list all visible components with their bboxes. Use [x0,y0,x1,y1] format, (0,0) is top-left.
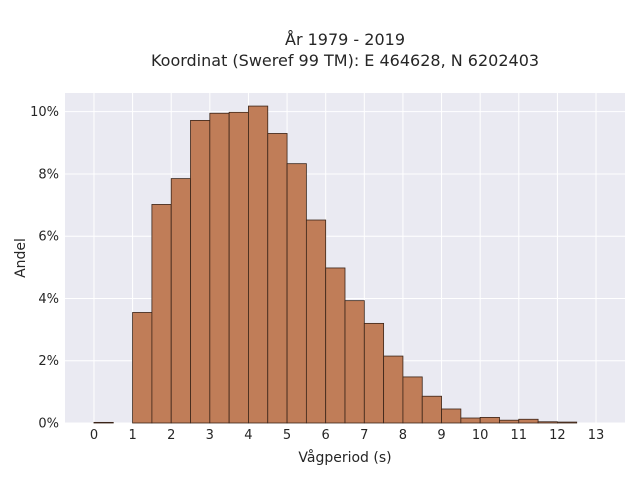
y-tick-label: 10% [30,105,59,120]
y-tick-label: 8% [38,167,59,182]
histogram-bar [209,112,230,424]
x-tick-label: 12 [549,428,566,443]
y-tick-label: 2% [38,354,59,369]
x-tick-label: 6 [322,428,330,443]
histogram-bar [557,421,578,424]
x-tick-label: 11 [511,428,528,443]
x-tick-label: 0 [90,428,98,443]
x-tick-label: 2 [167,428,175,443]
x-tick-label: 9 [437,428,445,443]
y-tick-label: 6% [38,230,59,245]
y-tick-label: 0% [38,417,59,432]
histogram-bar [479,416,500,424]
histogram-bar [170,178,191,424]
histogram-bar [537,421,558,424]
x-tick-label: 7 [360,428,368,443]
y-tick-label: 4% [38,292,59,307]
histogram-bar [305,219,327,424]
x-tick-label: 5 [283,428,291,443]
histogram-bar [228,111,249,424]
x-tick-label: 1 [128,428,136,443]
histogram-bar [421,395,442,424]
x-tick-label: 3 [206,428,214,443]
x-tick-label: 13 [588,428,605,443]
histogram-bar [248,105,269,424]
x-axis-label: Vågperiod (s) [298,449,391,466]
histogram-bar [441,408,462,424]
x-tick-label: 8 [399,428,407,443]
histogram-bar [151,204,172,424]
y-axis-ticks: 0% 2% 4% 6% 8% 10% [30,105,59,431]
y-axis-label: Andel [13,238,29,278]
histogram-bar [499,419,520,424]
histogram-bar [325,267,346,424]
histogram-bar [518,418,539,424]
bars [93,105,578,424]
histogram-bar [344,300,365,424]
histogram-bar [93,421,114,424]
histogram-bar [267,133,288,424]
histogram-bar [286,163,307,424]
histogram-bar [190,119,211,424]
x-tick-label: 10 [472,428,489,443]
x-axis-ticks: 0 1 2 3 4 5 6 7 8 9 10 11 12 13 [90,428,604,443]
chart-title: År 1979 - 2019 [285,30,405,49]
histogram-bar [383,355,404,424]
x-tick-label: 4 [244,428,252,443]
histogram-bar [363,322,385,424]
chart-subtitle: Koordinat (Sweref 99 TM): E 464628, N 62… [151,51,539,70]
histogram-bar [402,376,423,424]
histogram-bar [460,417,481,424]
histogram-bar [132,312,153,424]
